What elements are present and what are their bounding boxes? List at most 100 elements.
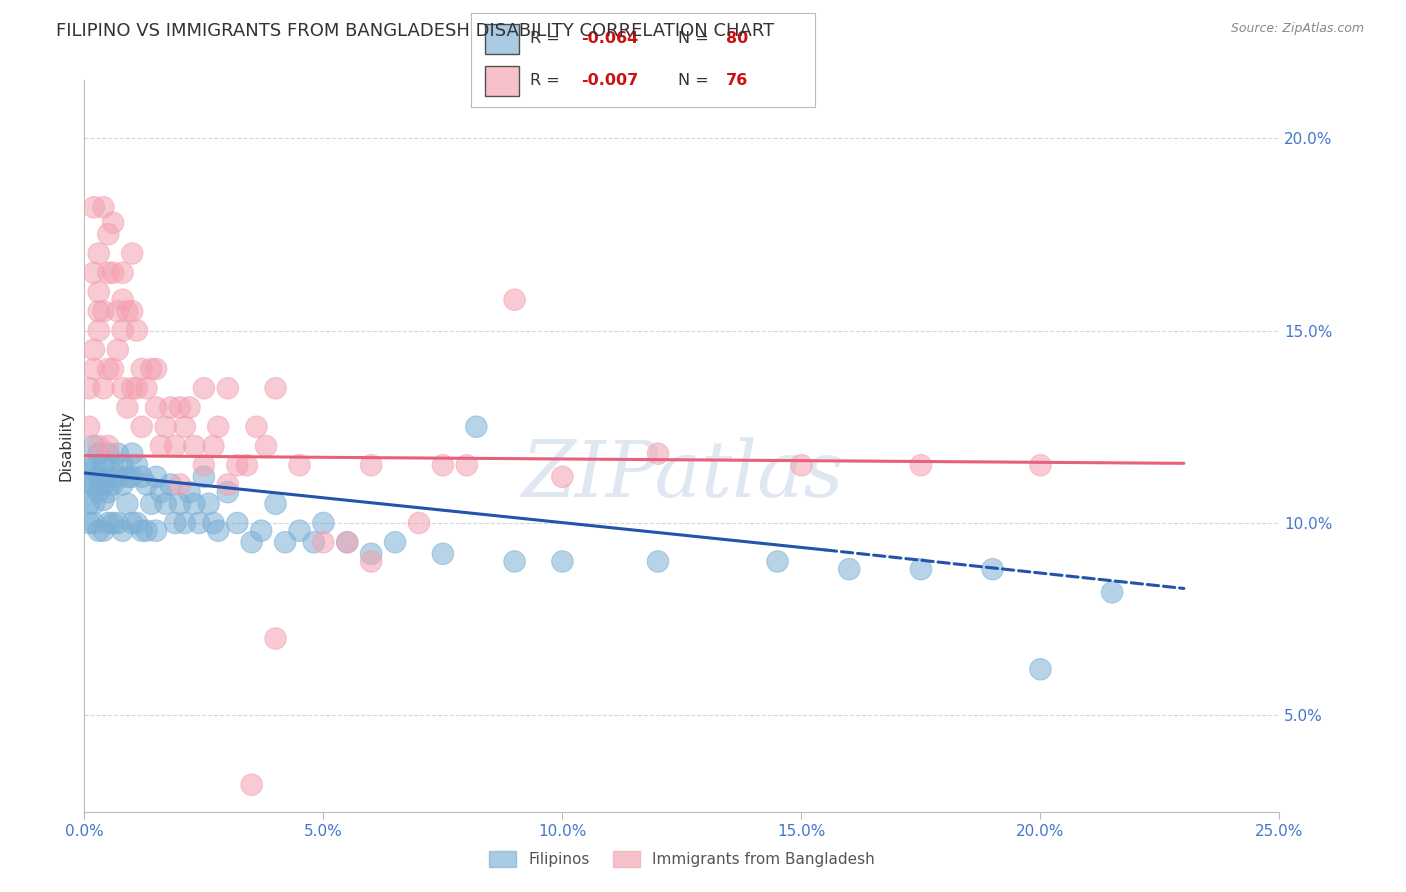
Point — [111, 524, 134, 538]
Point — [87, 524, 110, 538]
Point — [111, 477, 134, 491]
Point — [121, 516, 143, 530]
Point — [101, 458, 124, 473]
Point — [207, 419, 229, 434]
Point — [125, 516, 148, 530]
Point — [336, 535, 359, 549]
Point — [236, 458, 259, 473]
Point — [117, 470, 139, 484]
Point — [93, 458, 115, 473]
Point — [288, 524, 311, 538]
Point — [647, 447, 669, 461]
Point — [125, 381, 148, 395]
Point — [97, 485, 120, 500]
Point — [360, 458, 382, 473]
Point — [197, 497, 219, 511]
Point — [910, 458, 932, 473]
Text: -0.007: -0.007 — [581, 73, 638, 88]
FancyBboxPatch shape — [485, 66, 519, 95]
Point — [149, 485, 172, 500]
Point — [240, 778, 263, 792]
Point — [125, 458, 148, 473]
Point — [312, 516, 335, 530]
Point — [145, 362, 167, 376]
Point — [97, 362, 120, 376]
Point — [87, 439, 110, 453]
Y-axis label: Disability: Disability — [58, 410, 73, 482]
Point — [264, 497, 287, 511]
Point — [981, 562, 1004, 576]
Point — [503, 293, 526, 307]
Point — [188, 516, 211, 530]
Point — [169, 401, 191, 415]
Point — [117, 401, 139, 415]
Point — [169, 477, 191, 491]
Point — [77, 470, 100, 484]
Point — [97, 516, 120, 530]
Point — [77, 497, 100, 511]
Point — [647, 554, 669, 568]
Point — [551, 554, 574, 568]
Point — [93, 477, 115, 491]
Point — [107, 447, 129, 461]
Point — [149, 439, 172, 453]
Point — [87, 304, 110, 318]
Point — [155, 419, 177, 434]
Point — [117, 497, 139, 511]
Point — [101, 477, 124, 491]
Point — [173, 516, 195, 530]
Legend: Filipinos, Immigrants from Bangladesh: Filipinos, Immigrants from Bangladesh — [482, 846, 882, 873]
Point — [551, 470, 574, 484]
Point — [87, 485, 110, 500]
Point — [274, 535, 297, 549]
Point — [145, 524, 167, 538]
Point — [121, 381, 143, 395]
Point — [384, 535, 406, 549]
Point — [83, 266, 105, 280]
Point — [107, 343, 129, 357]
Point — [101, 266, 124, 280]
Point — [790, 458, 813, 473]
Point — [155, 497, 177, 511]
Point — [87, 470, 110, 484]
Point — [226, 516, 249, 530]
Point — [111, 458, 134, 473]
Point — [360, 547, 382, 561]
Point — [288, 458, 311, 473]
Point — [159, 477, 181, 491]
Point — [77, 458, 100, 473]
Point — [101, 362, 124, 376]
Point — [169, 497, 191, 511]
Point — [432, 458, 454, 473]
Point — [202, 439, 225, 453]
Point — [83, 516, 105, 530]
Point — [217, 381, 239, 395]
Point — [183, 497, 205, 511]
Point — [1029, 662, 1052, 676]
Point — [193, 458, 215, 473]
Point — [838, 562, 860, 576]
Point — [111, 324, 134, 338]
Point — [97, 439, 120, 453]
Text: R =: R = — [530, 31, 564, 46]
Point — [117, 304, 139, 318]
Text: N =: N = — [678, 73, 714, 88]
Point — [145, 470, 167, 484]
Point — [87, 324, 110, 338]
Point — [312, 535, 335, 549]
Point — [910, 562, 932, 576]
Point — [226, 458, 249, 473]
Point — [93, 492, 115, 507]
Point — [131, 470, 153, 484]
Point — [93, 381, 115, 395]
Point — [135, 477, 157, 491]
Point — [97, 266, 120, 280]
Point — [135, 381, 157, 395]
Point — [193, 381, 215, 395]
Point — [179, 401, 201, 415]
Point — [83, 200, 105, 214]
Point — [141, 497, 163, 511]
Point — [77, 516, 100, 530]
Text: FILIPINO VS IMMIGRANTS FROM BANGLADESH DISABILITY CORRELATION CHART: FILIPINO VS IMMIGRANTS FROM BANGLADESH D… — [56, 22, 775, 40]
Text: Source: ZipAtlas.com: Source: ZipAtlas.com — [1230, 22, 1364, 36]
